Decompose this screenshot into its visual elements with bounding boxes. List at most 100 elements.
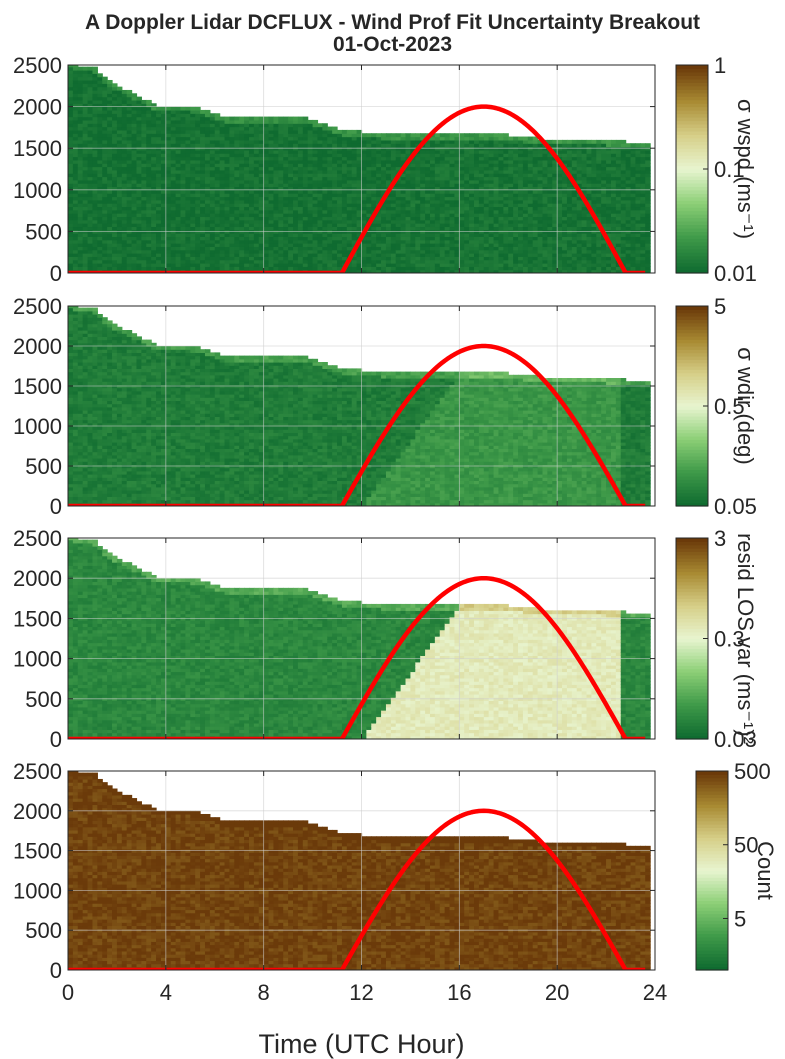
heatmap-cell: [288, 123, 294, 128]
heatmap-cell: [244, 149, 250, 154]
heatmap-cell: [527, 136, 534, 141]
heatmap-cell: [503, 203, 509, 208]
heatmap-cell: [474, 223, 480, 228]
heatmap-cell: [273, 179, 279, 184]
heatmap-cell: [312, 163, 319, 168]
heatmap-cell: [508, 243, 514, 247]
heatmap-cell: [107, 119, 113, 124]
heatmap-cell: [82, 76, 89, 81]
heatmap-cell: [283, 226, 289, 231]
heatmap-cell: [190, 156, 196, 161]
heatmap-cell: [410, 239, 416, 244]
heatmap-cell: [200, 163, 206, 168]
heatmap-cell: [566, 263, 573, 267]
heatmap-cell: [332, 219, 338, 224]
heatmap-cell: [562, 226, 568, 231]
heatmap-cell: [283, 133, 289, 138]
heatmap-cell: [156, 173, 162, 178]
heatmap-cell: [219, 199, 226, 204]
heatmap-cell: [273, 186, 279, 191]
heatmap-cell: [483, 179, 490, 184]
heatmap-cell: [136, 96, 142, 101]
heatmap-cell: [77, 266, 84, 271]
heatmap-cell: [478, 269, 485, 273]
heatmap-cell: [268, 223, 275, 228]
heatmap-cell: [562, 216, 568, 221]
heatmap-cell: [400, 233, 407, 237]
heatmap-cell: [542, 243, 548, 247]
heatmap-cell: [425, 213, 431, 218]
heatmap-cell: [341, 223, 348, 228]
heatmap-cell: [562, 266, 568, 271]
heatmap-cell: [180, 246, 186, 251]
heatmap-cell: [77, 256, 84, 261]
heatmap-cell: [346, 219, 353, 224]
heatmap-cell: [92, 166, 98, 171]
heatmap-cell: [68, 259, 74, 264]
heatmap-cell: [571, 149, 578, 154]
heatmap-cell: [253, 143, 260, 148]
heatmap-cell: [204, 209, 211, 214]
heatmap-cell: [97, 249, 103, 254]
heatmap-cell: [68, 176, 74, 181]
heatmap-cell: [224, 253, 231, 257]
heatmap-cell: [302, 196, 309, 201]
heatmap-cell: [131, 246, 138, 251]
heatmap-cell: [518, 216, 524, 221]
heatmap-cell: [151, 156, 157, 161]
heatmap-cell: [513, 139, 519, 144]
heatmap-cell: [278, 136, 284, 141]
heatmap-cell: [478, 193, 485, 198]
heatmap-cell: [400, 193, 407, 198]
heatmap-cell: [175, 113, 182, 118]
heatmap-cell: [346, 269, 353, 273]
heatmap-cell: [332, 193, 338, 198]
heatmap-cell: [405, 259, 412, 264]
heatmap-cell: [209, 143, 216, 148]
heatmap-cell: [576, 216, 583, 221]
heatmap-cell: [566, 269, 573, 273]
heatmap-cell: [390, 266, 397, 271]
heatmap-cell: [258, 249, 265, 254]
heatmap-cell: [351, 143, 358, 148]
heatmap-cell: [293, 126, 299, 131]
heatmap-cell: [483, 253, 490, 257]
heatmap-cell: [116, 233, 123, 237]
heatmap-cell: [581, 169, 588, 174]
heatmap-cell: [146, 186, 152, 191]
heatmap-cell: [190, 123, 196, 128]
heatmap-cell: [175, 129, 182, 134]
heatmap-cell: [586, 266, 593, 271]
heatmap-cell: [288, 226, 294, 231]
heatmap-cell: [429, 149, 436, 154]
heatmap-cell: [566, 179, 573, 184]
heatmap-cell: [82, 116, 89, 121]
heatmap-cell: [493, 179, 500, 184]
heatmap-cell: [327, 153, 333, 158]
heatmap-cell: [253, 209, 260, 214]
heatmap-cell: [576, 236, 583, 241]
heatmap-cell: [239, 206, 245, 211]
heatmap-cell: [381, 149, 387, 154]
heatmap-cell: [302, 189, 309, 194]
heatmap-cell: [508, 163, 514, 168]
heatmap-cell: [253, 179, 260, 184]
heatmap-cell: [366, 239, 372, 244]
heatmap-cell: [439, 226, 446, 231]
heatmap-cell: [239, 259, 245, 264]
heatmap-cell: [464, 226, 470, 231]
heatmap-cell: [444, 159, 451, 164]
heatmap-cell: [532, 199, 539, 204]
heatmap-cell: [376, 163, 382, 168]
heatmap-cell: [239, 163, 245, 168]
heatmap-cell: [146, 183, 152, 188]
heatmap-cell: [195, 193, 201, 198]
heatmap-cell: [312, 166, 319, 171]
heatmap-cell: [151, 216, 157, 221]
heatmap-cell: [136, 209, 142, 214]
heatmap-cell: [322, 253, 328, 257]
heatmap-cell: [591, 259, 597, 264]
heatmap-cell: [126, 223, 133, 228]
heatmap-cell: [307, 136, 314, 141]
heatmap-cell: [317, 186, 323, 191]
